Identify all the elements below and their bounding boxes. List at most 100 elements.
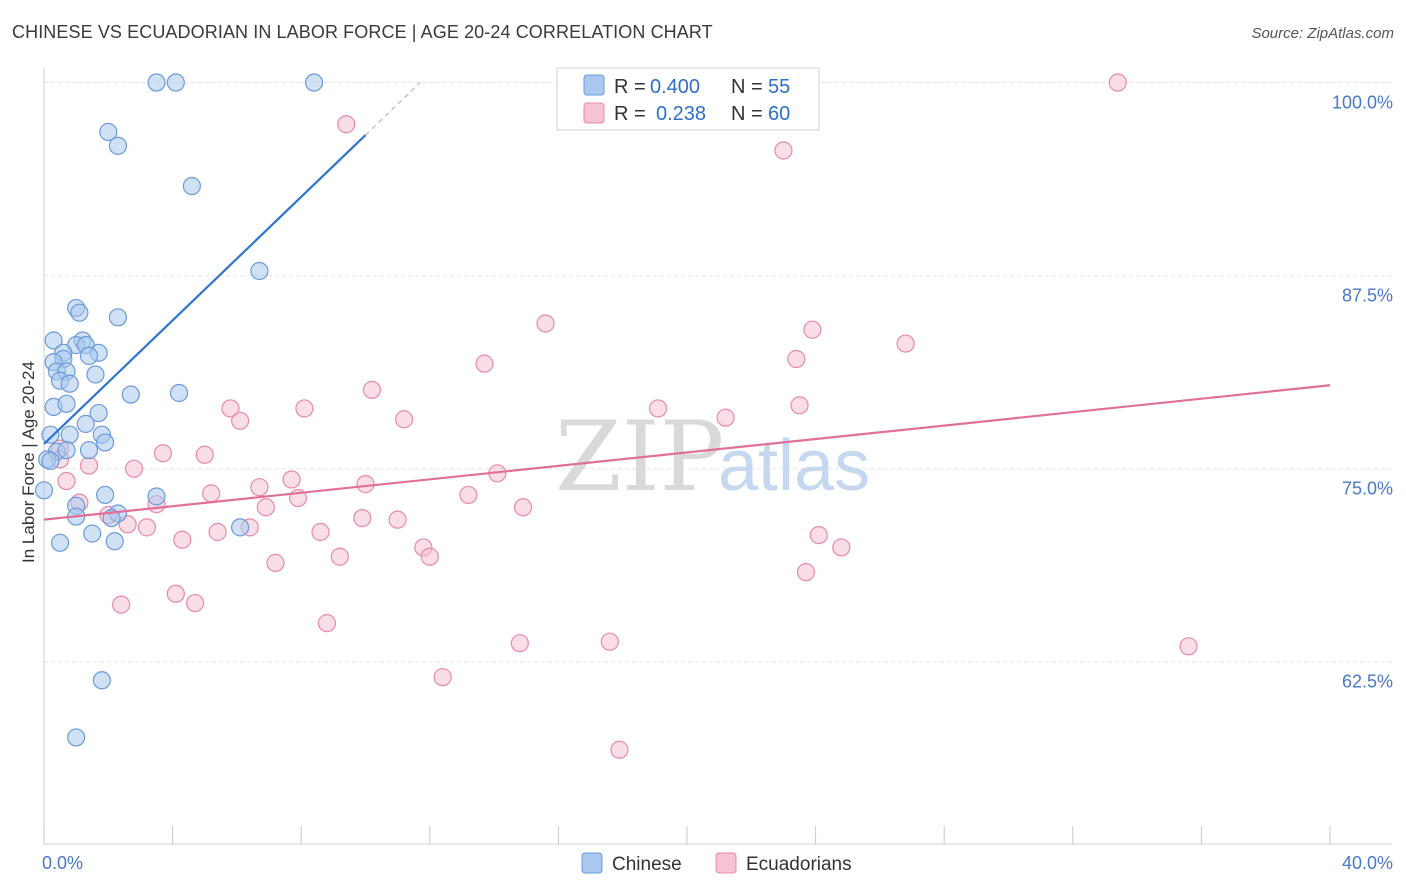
ecuadorian-point bbox=[774, 141, 793, 160]
ecuadorian-point bbox=[79, 456, 99, 475]
source-label: Source: ZipAtlas.com bbox=[1251, 25, 1394, 42]
chinese-point bbox=[182, 176, 201, 196]
ecuadorian-point bbox=[716, 408, 735, 427]
chinese-point bbox=[79, 346, 99, 366]
ecuadorian-point bbox=[1108, 73, 1127, 92]
ecuadorian-point bbox=[266, 553, 285, 572]
legend-r-label-chinese: R = bbox=[614, 76, 646, 98]
ecuadorian-point bbox=[256, 498, 275, 517]
ecuadorian-point bbox=[790, 396, 809, 415]
chinese-point bbox=[41, 451, 60, 471]
ecuadorian-point bbox=[809, 525, 828, 545]
legend-n-label-chinese: N = bbox=[731, 76, 763, 98]
bottom-legend-swatch-ecuadorian bbox=[715, 852, 737, 874]
ecuadorian-point bbox=[173, 530, 192, 549]
chinese-point bbox=[166, 73, 185, 92]
ecuadorian-point bbox=[388, 510, 407, 529]
ecuadorian-point bbox=[420, 547, 439, 566]
ecuadorian-point bbox=[202, 484, 221, 503]
chinese-point bbox=[147, 487, 166, 506]
chinese-point bbox=[50, 533, 70, 552]
chinese-point bbox=[108, 308, 128, 327]
legend-r-value-ecuadorian: 0.238 bbox=[656, 103, 706, 125]
ecuadorian-point bbox=[166, 584, 185, 603]
legend-r-value-chinese: 0.400 bbox=[650, 76, 700, 98]
ecuadorian-point bbox=[803, 320, 822, 339]
legend-n-value-chinese: 55 bbox=[768, 76, 790, 98]
chinese-point bbox=[60, 374, 79, 393]
trend-lines bbox=[43, 82, 1331, 521]
ecuadorian-point bbox=[353, 508, 372, 528]
ecuadorian-point bbox=[124, 459, 144, 478]
chinese-point bbox=[83, 524, 102, 543]
ecuadorian-point bbox=[153, 444, 173, 463]
ecuadorian-point bbox=[600, 632, 619, 651]
ecuadorian-point bbox=[832, 538, 851, 557]
ecuadorian-point bbox=[317, 614, 337, 633]
ecuadorian-point bbox=[208, 522, 227, 542]
chinese-point bbox=[34, 481, 54, 500]
ecuadorian-point bbox=[787, 349, 806, 369]
ecuadorian-point bbox=[459, 485, 478, 505]
ecuadorian-point bbox=[433, 668, 452, 687]
y-tick-label: 100.0% bbox=[1332, 93, 1393, 113]
chinese-point bbox=[95, 433, 115, 452]
ecuadorian-point bbox=[282, 470, 301, 489]
chinese-point bbox=[121, 385, 140, 404]
ecuadorian-point bbox=[137, 518, 156, 537]
y-tick-label: 87.5% bbox=[1342, 286, 1393, 306]
ecuadorian-point bbox=[513, 498, 533, 517]
chinese-point bbox=[99, 122, 118, 142]
ecuadorian-point bbox=[337, 115, 356, 134]
legend-n-value-ecuadorian: 60 bbox=[768, 103, 790, 125]
bottom-legend: Chinese Ecuadorians bbox=[581, 852, 852, 875]
chinese-points bbox=[34, 73, 324, 747]
chinese-point bbox=[169, 383, 189, 403]
chinese-point bbox=[60, 425, 79, 444]
chinese-point bbox=[67, 728, 86, 747]
ecuadorian-point bbox=[356, 475, 375, 494]
legend-swatch-chinese bbox=[583, 74, 605, 96]
chinese-point bbox=[231, 518, 250, 537]
chinese-trend-extension bbox=[365, 82, 421, 136]
ecuadorian-point bbox=[1179, 637, 1198, 656]
ecuadorian-point bbox=[112, 595, 131, 614]
watermark-atlas: atlas bbox=[718, 426, 870, 506]
chinese-point bbox=[108, 136, 128, 155]
legend-swatch-ecuadorian bbox=[583, 102, 605, 124]
ecuadorian-point bbox=[311, 522, 330, 542]
ecuadorian-point bbox=[231, 411, 250, 430]
chinese-point bbox=[95, 485, 115, 505]
y-tick-label: 62.5% bbox=[1342, 672, 1393, 692]
ecuadorian-point bbox=[796, 563, 816, 582]
chinese-point bbox=[147, 73, 166, 92]
x-tick-label-min: 0.0% bbox=[42, 853, 83, 873]
chinese-point bbox=[41, 425, 60, 444]
ecuadorian-trend-line bbox=[43, 384, 1331, 521]
chinese-point bbox=[70, 303, 89, 322]
chinese-point bbox=[304, 73, 324, 92]
ecuadorian-point bbox=[610, 740, 629, 759]
ecuadorian-point bbox=[57, 471, 76, 491]
chinese-point bbox=[86, 365, 105, 384]
ecuadorian-point bbox=[896, 334, 915, 353]
chinese-point bbox=[57, 394, 76, 413]
chinese-trend-line bbox=[43, 134, 367, 445]
ecuadorian-point bbox=[221, 399, 240, 418]
legend-r-label-ecuadorian: R = bbox=[614, 103, 646, 125]
ecuadorian-point bbox=[295, 399, 314, 418]
chinese-point bbox=[79, 441, 99, 460]
bottom-legend-swatch-chinese bbox=[581, 852, 603, 874]
chinese-point bbox=[76, 414, 95, 433]
chinese-point bbox=[44, 331, 63, 350]
chinese-point bbox=[89, 403, 108, 423]
chinese-point bbox=[92, 671, 111, 690]
gridlines bbox=[44, 82, 1392, 663]
ecuadorian-point bbox=[475, 354, 494, 373]
ecuadorian-point bbox=[536, 314, 555, 333]
chinese-point bbox=[105, 532, 124, 551]
bottom-legend-label-chinese: Chinese bbox=[612, 854, 682, 875]
y-tick-labels: 62.5% 75.0% 87.5% 100.0% bbox=[1332, 93, 1393, 692]
x-tick-label-max: 40.0% bbox=[1342, 853, 1393, 873]
y-axis-title: In Labor Force | Age 20-24 bbox=[19, 361, 38, 563]
